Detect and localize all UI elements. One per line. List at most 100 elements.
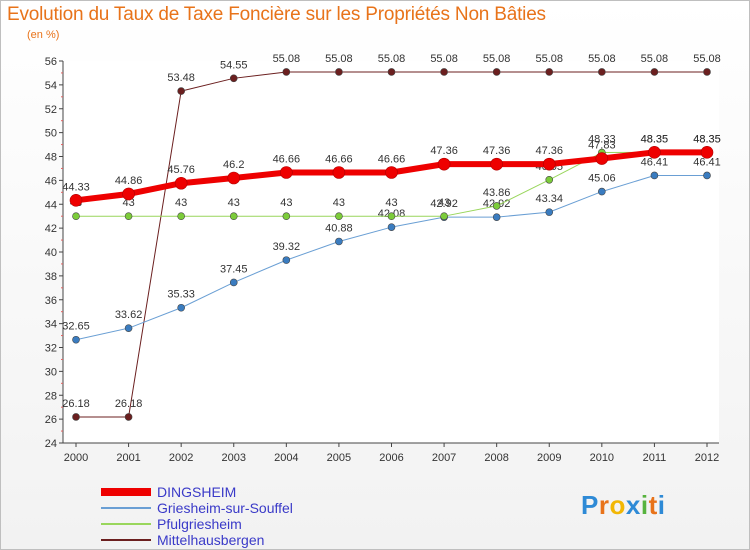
data-label: 35.33 xyxy=(167,289,195,301)
y-tick-label: 34 xyxy=(45,319,57,331)
data-label: 54.55 xyxy=(220,59,248,71)
data-label: 53.48 xyxy=(167,72,195,84)
data-point xyxy=(177,212,185,220)
data-label: 47.36 xyxy=(430,145,458,157)
data-label: 43 xyxy=(122,197,134,209)
data-point xyxy=(387,68,396,76)
data-label: 48.35 xyxy=(641,133,669,145)
data-label: 44.33 xyxy=(62,181,90,193)
data-point xyxy=(387,212,396,220)
data-label: 48.33 xyxy=(588,134,616,146)
data-point xyxy=(124,324,133,332)
x-tick-label: 2011 xyxy=(643,452,667,464)
y-tick-label: 28 xyxy=(45,390,57,402)
plot-area xyxy=(63,61,719,443)
data-point xyxy=(227,171,241,185)
data-point xyxy=(387,223,396,231)
data-label: 43 xyxy=(175,197,187,209)
x-tick-label: 2000 xyxy=(64,452,88,464)
data-label: 46.66 xyxy=(378,153,406,165)
data-point xyxy=(122,187,135,201)
data-point xyxy=(545,208,554,216)
data-point xyxy=(650,68,659,76)
data-point xyxy=(282,212,291,220)
y-tick-label: 26 xyxy=(45,414,57,426)
data-label: 32.65 xyxy=(62,321,90,333)
data-label: 43.34 xyxy=(535,193,563,205)
legend-item: Mittelhausbergen xyxy=(101,532,321,548)
y-tick-label: 32 xyxy=(45,343,57,355)
legend-item: Pfulgriesheim xyxy=(101,516,321,532)
data-point xyxy=(124,413,133,421)
data-label: 26.18 xyxy=(62,398,90,410)
data-point xyxy=(492,202,501,210)
data-point xyxy=(490,157,503,171)
data-label: 55.08 xyxy=(693,53,721,65)
data-point xyxy=(703,171,711,180)
data-label: 55.08 xyxy=(273,53,301,65)
legend-swatch xyxy=(101,488,151,496)
logo-letter: r xyxy=(598,490,610,520)
y-tick-label: 42 xyxy=(45,223,57,235)
data-label: 47.36 xyxy=(483,145,511,157)
data-label: 55.08 xyxy=(483,53,511,65)
data-point xyxy=(229,74,238,83)
legend-swatch xyxy=(101,507,151,509)
data-point xyxy=(598,68,606,76)
series-dingsheim: 44.33 44.86 45.76 46.2 46.66 46.66 46.66 47.36 4… xyxy=(62,133,721,207)
legend-label: Griesheim-sur-Souffel xyxy=(157,500,293,516)
data-point xyxy=(229,212,238,220)
data-label: 46.66 xyxy=(273,153,301,165)
y-tick-label: 50 xyxy=(45,128,57,140)
legend-item: Griesheim-sur-Souffel xyxy=(101,500,321,516)
data-label: 44.86 xyxy=(115,175,143,187)
data-label: 43 xyxy=(438,197,450,209)
data-point xyxy=(335,237,343,246)
data-label: 46.66 xyxy=(325,153,353,165)
logo-letter: i xyxy=(657,490,666,520)
data-point xyxy=(385,166,398,179)
data-label: 46.41 xyxy=(693,156,721,168)
data-point xyxy=(650,171,659,180)
proxiti-logo: Proxiti xyxy=(581,490,665,521)
data-point xyxy=(542,157,556,171)
data-label: 55.08 xyxy=(641,53,669,65)
data-point xyxy=(595,152,609,165)
y-tick-label: 52 xyxy=(45,104,57,116)
data-point xyxy=(72,212,80,220)
data-label: 43 xyxy=(280,197,292,209)
x-tick-label: 2007 xyxy=(432,452,456,464)
data-point xyxy=(335,68,343,76)
data-label: 39.32 xyxy=(273,241,301,253)
x-tick-label: 2009 xyxy=(537,452,561,464)
data-label: 46.41 xyxy=(641,156,669,168)
logo-letter: o xyxy=(609,490,626,520)
y-tick-label: 24 xyxy=(45,438,57,450)
logo-letter: P xyxy=(581,490,599,520)
x-tick-label: 2006 xyxy=(379,452,403,464)
data-label: 55.08 xyxy=(378,53,406,65)
data-point xyxy=(700,146,714,159)
x-tick-label: 2002 xyxy=(169,452,193,464)
data-point xyxy=(492,68,501,76)
legend-label: DINGSHEIM xyxy=(157,484,237,500)
legend-swatch xyxy=(101,539,151,541)
y-tick-label: 54 xyxy=(45,80,57,92)
data-point xyxy=(174,176,188,190)
y-tick-label: 38 xyxy=(45,271,57,283)
y-tick-label: 30 xyxy=(45,366,57,378)
data-label: 47.83 xyxy=(588,140,616,152)
data-label: 48.35 xyxy=(693,133,721,145)
data-label: 55.08 xyxy=(588,53,616,65)
legend-swatch xyxy=(101,523,151,525)
x-tick-label: 2010 xyxy=(590,452,614,464)
logo-letter: t xyxy=(648,490,658,520)
data-point xyxy=(492,213,501,221)
y-tick-label: 56 xyxy=(45,56,57,68)
data-point xyxy=(545,68,554,76)
data-label: 43 xyxy=(333,197,345,209)
x-tick-label: 2005 xyxy=(327,452,351,464)
data-point xyxy=(69,194,83,207)
data-point xyxy=(124,212,133,220)
